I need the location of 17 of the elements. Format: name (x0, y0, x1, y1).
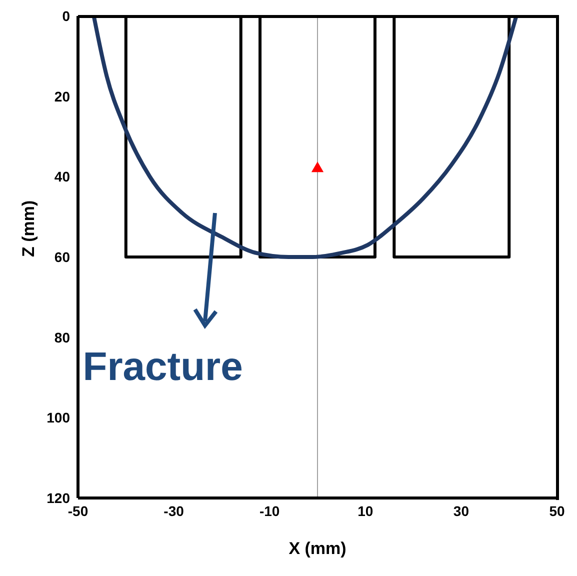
y-tick-label: 40 (54, 168, 70, 185)
annotation: Fracture (82, 345, 243, 390)
y-tick-label: 100 (46, 410, 70, 426)
x-tick-label: -10 (259, 502, 280, 519)
y-tick-label: 80 (54, 329, 70, 346)
line-series (92, 16, 518, 259)
x-tick-label: 50 (549, 502, 565, 519)
x-tick-label: 10 (358, 502, 374, 519)
x-tick-label: 30 (453, 502, 470, 519)
x-tick-label: -30 (164, 502, 184, 519)
y-tick-label: 0 (62, 8, 70, 24)
y-tick-label: 20 (54, 88, 70, 104)
x-tick-label: -50 (68, 502, 88, 519)
x-axis-title: X (mm) (288, 539, 346, 558)
y-axis-title: Z (mm) (19, 200, 38, 257)
y-tick-label: 120 (46, 490, 70, 506)
y-tick-label: 60 (54, 248, 70, 265)
